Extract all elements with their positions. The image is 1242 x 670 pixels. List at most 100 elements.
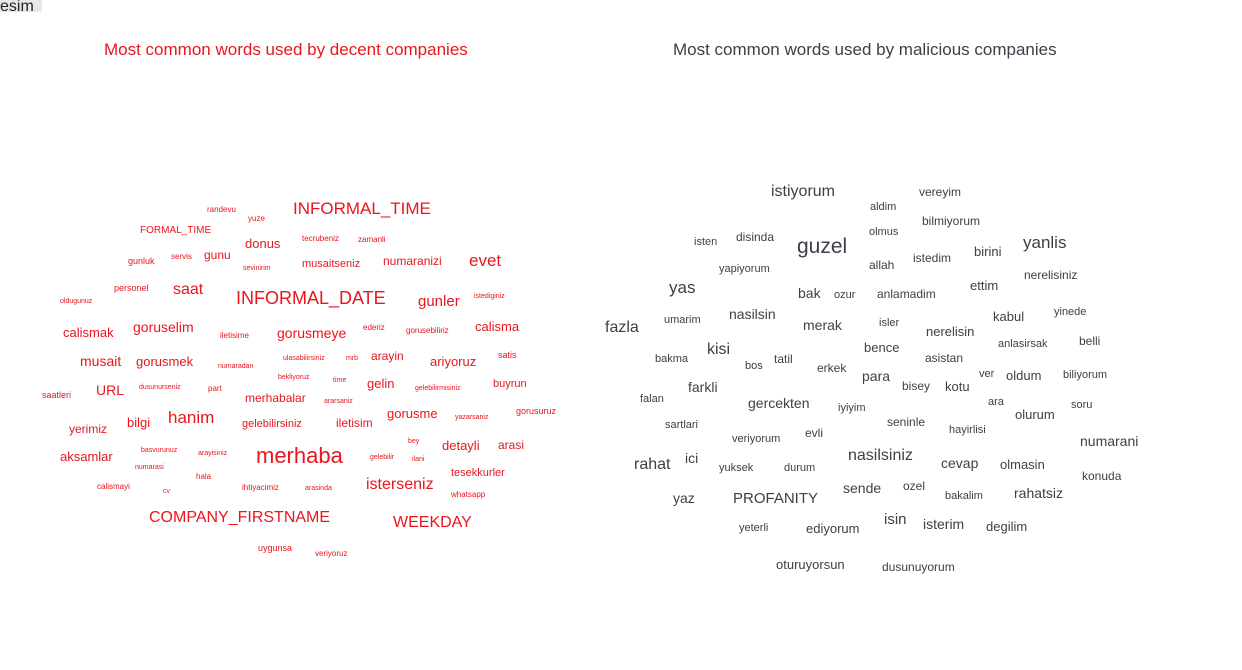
cloud-word-malicious: olmus xyxy=(869,226,899,238)
cloud-word-decent: ihtiyacimiz xyxy=(242,483,279,492)
cloud-word-malicious: bos xyxy=(745,360,763,372)
tab-label[interactable]: esim xyxy=(0,0,42,12)
cloud-word-decent: gelebilir xyxy=(370,454,395,461)
cloud-word-malicious: ettim xyxy=(970,278,998,293)
cloud-word-decent: calisma xyxy=(475,319,520,334)
cloud-word-decent: musaitseniz xyxy=(302,258,360,270)
cloud-word-malicious: kabul xyxy=(993,309,1024,324)
cloud-word-decent: gelebilirmisiniz xyxy=(415,385,461,392)
cloud-word-decent: oldugunuz xyxy=(60,298,93,305)
cloud-word-malicious: PROFANITY xyxy=(733,490,818,507)
cloud-word-malicious: nasilsiniz xyxy=(848,447,913,464)
cloud-word-decent: gunu xyxy=(204,248,231,262)
cloud-word-decent: sevinirim xyxy=(243,265,271,272)
cloud-word-decent: hanim xyxy=(168,408,214,427)
cloud-word-malicious: bisey xyxy=(902,379,930,393)
cloud-word-malicious: kisi xyxy=(707,341,730,358)
cloud-word-malicious: istiyorum xyxy=(771,183,835,200)
cloud-word-decent: donus xyxy=(245,236,281,251)
cloud-word-malicious: disinda xyxy=(736,230,774,244)
cloud-word-decent: whatsapp xyxy=(450,490,486,499)
cloud-word-decent: COMPANY_FIRSTNAME xyxy=(149,509,330,526)
cloud-word-malicious: dusunuyorum xyxy=(882,560,955,574)
cloud-word-decent: bilgi xyxy=(127,415,150,430)
cloud-word-decent: gorusuruz xyxy=(516,406,557,416)
cloud-word-malicious: oturuyorsun xyxy=(776,557,845,572)
cloud-word-decent: saatleri xyxy=(42,390,71,400)
cloud-word-decent: randevu xyxy=(207,205,236,214)
malicious-cloud-title: Most common words used by malicious comp… xyxy=(673,40,1057,59)
cloud-word-decent: merhabalar xyxy=(245,391,306,405)
cloud-word-decent: gunler xyxy=(418,293,460,310)
cloud-word-decent: bekliyoruz xyxy=(278,374,310,381)
cloud-word-malicious: anlasirsak xyxy=(998,338,1048,350)
cloud-word-malicious: veriyorum xyxy=(732,433,780,445)
cloud-word-decent: FORMAL_TIME xyxy=(140,225,211,236)
cloud-word-decent: satis xyxy=(498,350,517,360)
cloud-word-decent: uygunsa xyxy=(258,543,292,553)
cloud-word-malicious: para xyxy=(862,368,890,384)
cloud-word-malicious: umarim xyxy=(664,314,701,326)
cloud-word-decent: ulasabilirsiniz xyxy=(283,355,325,362)
cloud-word-malicious: falan xyxy=(640,393,664,405)
cloud-word-decent: gunluk xyxy=(128,256,155,266)
cloud-word-decent: calismayi xyxy=(97,482,130,491)
cloud-word-decent: time xyxy=(333,377,346,384)
cloud-word-decent: INFORMAL_TIME xyxy=(293,199,431,218)
cloud-word-malicious: birini xyxy=(974,244,1002,259)
cloud-word-decent: yerimiz xyxy=(69,422,107,436)
cloud-word-decent: evet xyxy=(469,251,501,270)
cloud-word-decent: istediginiz xyxy=(474,293,505,300)
cloud-word-malicious: yanlis xyxy=(1023,233,1066,252)
cloud-word-malicious: asistan xyxy=(925,351,963,365)
cloud-word-malicious: sartlari xyxy=(665,419,698,431)
cloud-word-decent: bey xyxy=(408,438,420,445)
cloud-word-malicious: biliyorum xyxy=(1063,369,1107,381)
cloud-word-malicious: bilmiyorum xyxy=(922,214,980,228)
cloud-word-malicious: isler xyxy=(879,317,900,329)
cloud-word-malicious: ozel xyxy=(903,479,925,493)
cloud-word-malicious: yapiyorum xyxy=(719,263,770,275)
cloud-word-decent: basvurunuz xyxy=(141,447,178,454)
cloud-word-malicious: oldum xyxy=(1006,368,1041,383)
decent-word-cloud: randevu yuze INFORMAL_TIME FORMAL_TIMEtecru… xyxy=(42,199,557,558)
cloud-word-decent: URL xyxy=(96,382,124,398)
cloud-word-malicious: cevap xyxy=(941,455,979,471)
cloud-word-malicious: istedim xyxy=(913,251,951,265)
cloud-word-decent: arayisiniz xyxy=(198,450,228,457)
cloud-word-decent: zamanli xyxy=(358,235,386,244)
cloud-word-decent: ilani xyxy=(412,456,425,463)
cloud-word-malicious: yas xyxy=(669,278,695,297)
cloud-word-malicious: sende xyxy=(843,480,881,496)
cloud-word-malicious: ara xyxy=(988,396,1005,408)
cloud-word-decent: gorusme xyxy=(387,406,438,421)
cloud-word-malicious: isin xyxy=(884,511,907,528)
cloud-word-malicious: nerelisiniz xyxy=(1024,268,1077,282)
cloud-word-decent: INFORMAL_DATE xyxy=(236,288,386,309)
cloud-word-decent: arayin xyxy=(371,349,404,363)
cloud-word-decent: buyrun xyxy=(493,378,527,390)
cloud-word-decent: hala xyxy=(196,472,212,481)
cloud-word-decent: ariyoruz xyxy=(430,354,476,369)
cloud-word-malicious: tatil xyxy=(774,352,793,366)
cloud-word-malicious: rahat xyxy=(634,456,671,473)
cloud-word-malicious: durum xyxy=(784,462,815,474)
cloud-word-malicious: olurum xyxy=(1015,407,1055,422)
cloud-word-decent: aksamlar xyxy=(60,449,113,464)
cloud-word-decent: iletisime xyxy=(220,331,249,340)
cloud-word-decent: yuze xyxy=(248,214,265,223)
cloud-word-decent: ederiz xyxy=(363,323,385,332)
cloud-word-decent: yazarsaniz xyxy=(455,414,489,421)
cloud-word-malicious: nerelisin xyxy=(926,324,974,339)
cloud-word-decent: goruselim xyxy=(133,319,194,335)
cloud-word-decent: ararsaniz xyxy=(324,398,353,405)
cloud-word-malicious: yuksek xyxy=(719,462,754,474)
cloud-word-malicious: belli xyxy=(1079,334,1100,348)
cloud-word-decent: numaradan xyxy=(218,363,254,370)
cloud-word-malicious: isten xyxy=(694,236,717,248)
cloud-word-decent: numaranizi xyxy=(383,254,442,268)
cloud-word-decent: tesekkurler xyxy=(451,467,505,479)
cloud-word-malicious: isterim xyxy=(923,516,964,532)
cloud-word-malicious: allah xyxy=(869,258,894,272)
cloud-word-malicious: bence xyxy=(864,340,899,355)
